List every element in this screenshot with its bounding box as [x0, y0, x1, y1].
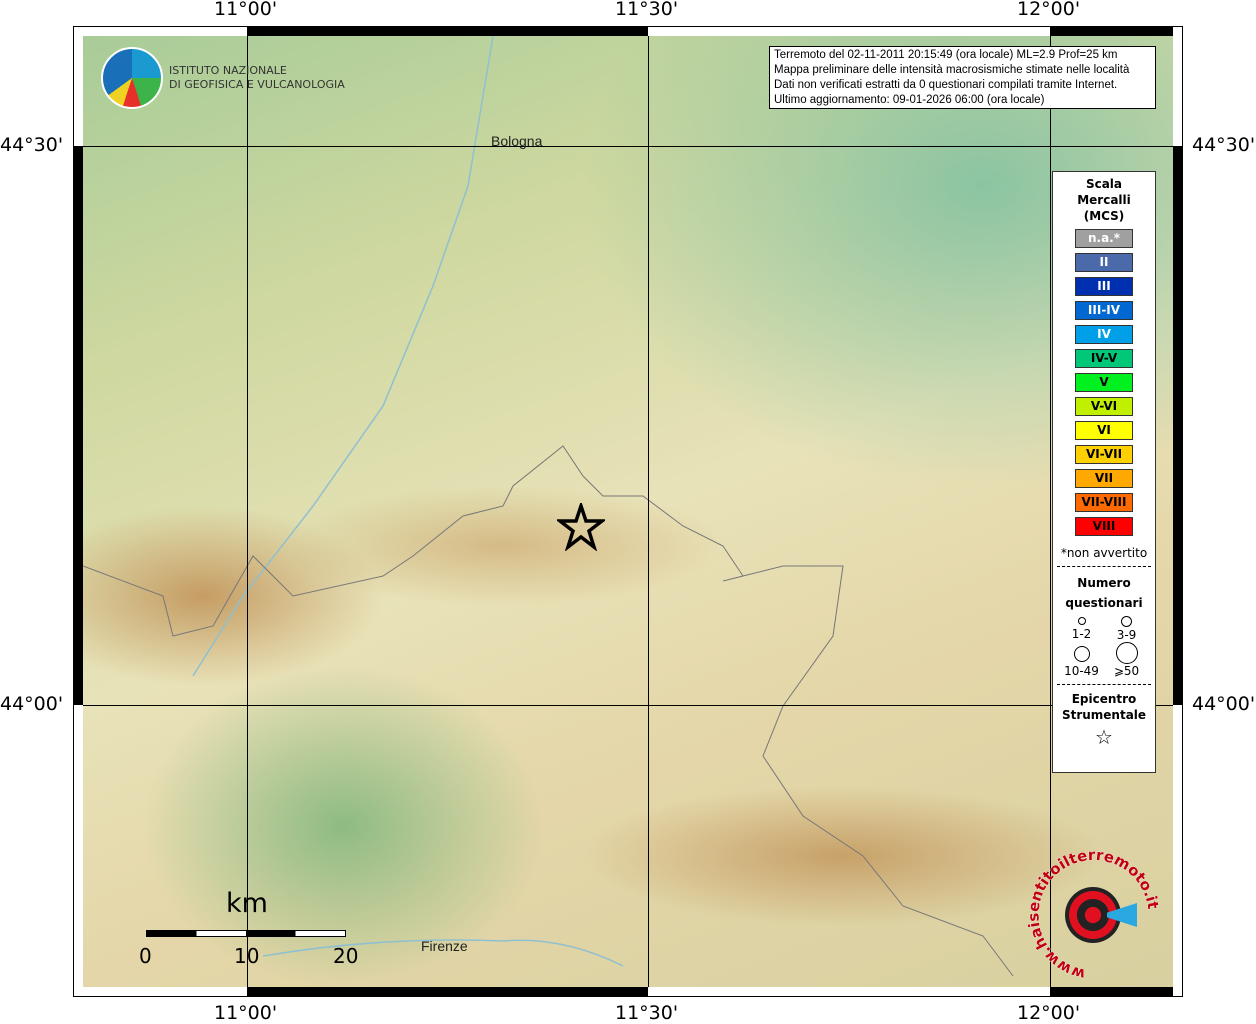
epicenter-title: Epicentro — [1071, 692, 1137, 706]
parallel-line — [83, 705, 1173, 706]
ingv-logo-icon — [101, 47, 163, 109]
legend-swatch-v-vi: V-VI — [1075, 397, 1133, 416]
epicenter-star-icon[interactable] — [557, 503, 605, 551]
parallel-line — [83, 146, 1173, 147]
region-boundary — [83, 445, 1014, 977]
frame-segment — [74, 146, 83, 705]
legend-swatch-vi: VI — [1075, 421, 1133, 440]
lon-label: 11°30' — [615, 1002, 679, 1024]
lon-label: 11°00' — [214, 0, 278, 20]
map-description: Mappa preliminare delle intensità macros… — [774, 64, 1130, 76]
meridian-line — [648, 36, 649, 987]
frame-segment — [247, 987, 648, 996]
legend-swatch-viii: VIII — [1075, 517, 1133, 536]
divider — [1057, 566, 1151, 567]
lat-label: 44°30' — [0, 134, 64, 156]
svg-text:www.haisentitoilterremoto.it: www.haisentitoilterremoto.it — [1024, 846, 1162, 984]
map-overlay — [83, 36, 1014, 977]
circle-large-icon — [1073, 646, 1090, 662]
frame-segment — [1050, 987, 1173, 996]
star-outline-icon: ☆ — [1095, 725, 1113, 749]
event-info-box: Terremoto del 02-11-2011 20:15:49 (ora l… — [769, 46, 1156, 109]
legend-swatch-n-a-: n.a.* — [1075, 229, 1133, 248]
legend-swatch-iv: IV — [1075, 325, 1133, 344]
meridian-line — [247, 36, 248, 987]
scale-unit: km — [226, 888, 268, 919]
lon-label: 12°00' — [1017, 0, 1081, 20]
scale-tick: 10 — [234, 944, 260, 968]
legend-title: Scala — [1085, 177, 1123, 191]
legend-swatch-vii-viii: VII-VIII — [1075, 493, 1133, 512]
city-firenze: Firenze — [421, 938, 468, 954]
legend-swatch-iv-v: IV-V — [1075, 349, 1133, 368]
lon-label: 12°00' — [1017, 1002, 1081, 1024]
legend-swatch-vi-vii: VI-VII — [1075, 445, 1133, 464]
scale-tick: 20 — [333, 944, 359, 968]
mcs-legend: Scala Mercalli (MCS) n.a.* II III III-IV IV I… — [1052, 171, 1156, 773]
haisentito-badge[interactable]: www.haisentitoilterremoto.it — [1024, 846, 1162, 984]
scale-bar — [146, 930, 346, 937]
ingv-logo-text: ISTITUTO NAZIONALE DI GEOFISICA E VULCANO… — [169, 64, 345, 91]
circle-small-icon — [1077, 617, 1086, 625]
count-title: questionari — [1065, 596, 1143, 610]
count-symbols: 1-2 3-9 10-49 ⩾50 — [1053, 613, 1155, 678]
event-title: Terremoto del 02-11-2011 20:15:49 (ora l… — [774, 49, 1118, 61]
scale-tick: 0 — [139, 944, 152, 968]
count-title: Numero — [1077, 576, 1131, 590]
city-bologna: Bologna — [491, 133, 543, 149]
badge-text-ring: www.haisentitoilterremoto.it — [1024, 846, 1162, 984]
data-note: Dati non verificati estratti da 0 questi… — [774, 79, 1118, 91]
legend-swatch-vii: VII — [1075, 469, 1133, 488]
circle-xlarge-icon — [1115, 642, 1138, 664]
river — [192, 36, 494, 677]
lat-label: 44°00' — [0, 693, 64, 715]
lon-label: 11°30' — [615, 0, 679, 20]
last-update: Ultimo aggiornamento: 09-01-2026 06:00 (… — [774, 94, 1045, 106]
legend-swatch-iii: III — [1075, 277, 1133, 296]
terrain-map[interactable] — [83, 36, 1173, 987]
legend-swatch-v: V — [1075, 373, 1133, 392]
na-note: *non avvertito — [1060, 546, 1148, 560]
circle-medium-icon — [1121, 616, 1132, 627]
epicenter-title: Strumentale — [1061, 708, 1147, 722]
legend-swatch-ii: II — [1075, 253, 1133, 272]
lat-label: 44°30' — [1192, 134, 1256, 156]
legend-title: (MCS) — [1083, 209, 1125, 223]
lat-label: 44°00' — [1192, 693, 1256, 715]
lon-label: 11°00' — [214, 1002, 278, 1024]
divider — [1057, 684, 1151, 685]
river — [262, 939, 624, 967]
badge-url-text: www.haisentitoilterremoto.it — [1024, 846, 1162, 984]
frame-segment — [1173, 146, 1182, 705]
legend-swatch-iii-iv: III-IV — [1075, 301, 1133, 320]
meridian-line — [1050, 36, 1051, 987]
frame-segment — [247, 27, 648, 36]
frame-segment — [1050, 27, 1173, 36]
legend-title: Mercalli — [1077, 193, 1131, 207]
